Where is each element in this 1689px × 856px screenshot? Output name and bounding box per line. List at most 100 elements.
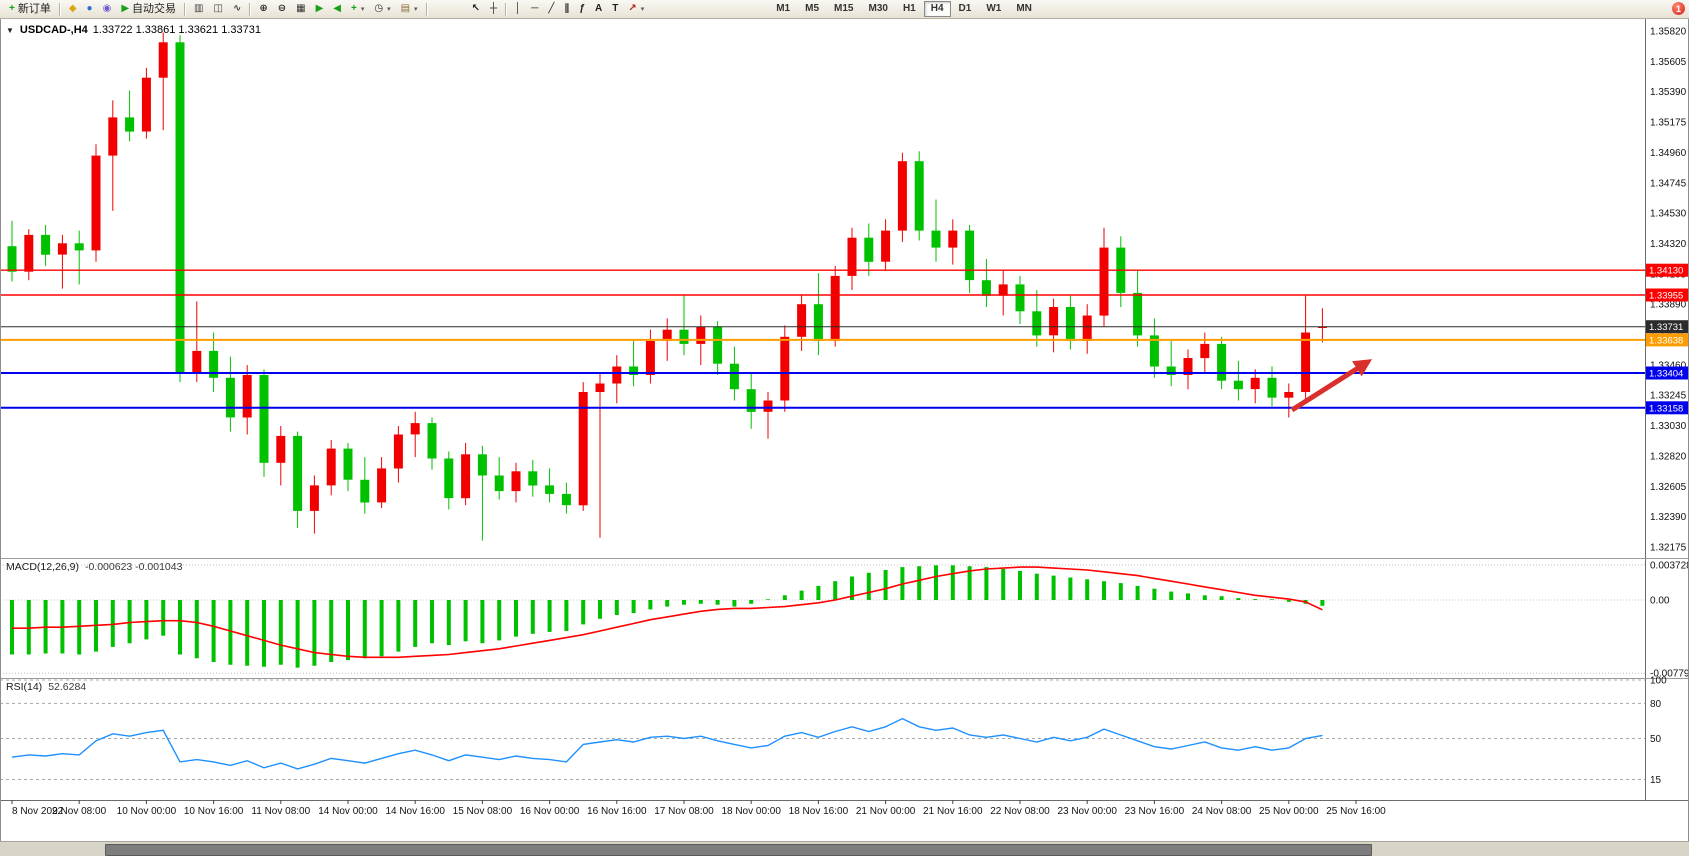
svg-text:15 Nov 08:00: 15 Nov 08:00 [453,806,513,817]
toolbar-separator [425,2,428,16]
market-watch-button[interactable]: ● [82,1,98,18]
channel-icon: ∥ [564,3,570,14]
timeframe-button-m5[interactable]: M5 [805,3,820,14]
price-tag [1646,288,1689,302]
fibonacci-button[interactable]: ƒ [574,1,590,18]
auto-scroll-button[interactable]: ▶ [311,1,329,18]
svg-text:14 Nov 16:00: 14 Nov 16:00 [385,806,445,817]
text-label-icon: T [612,3,619,14]
zoom-out-icon: ⊖ [277,3,287,14]
svg-text:16 Nov 16:00: 16 Nov 16:00 [587,806,647,817]
notification-badge[interactable]: 1 [1672,2,1685,15]
horizontal-price-lines[interactable] [1,269,1645,409]
timeframe-button-m15[interactable]: M15 [834,3,854,14]
svg-text:1.34960: 1.34960 [1650,148,1687,159]
macd-values: -0.000623 -0.001043 [84,561,183,573]
chart-canvas[interactable]: 1.35820 1.35605 1.35390 1.35175 1.34960 1.347… [0,18,1689,856]
rsi-panel: 100 80 50 15 [0,676,1667,786]
price-tag [1646,320,1689,334]
line-chart-button[interactable]: ∿ [228,1,246,18]
timeframe-button-mn[interactable]: MN [1016,3,1032,14]
arrows-tool-icon: ↗ [628,3,637,14]
periods-button[interactable]: ◷ ▾ [369,1,395,18]
vertical-line-button[interactable]: │ [510,1,526,18]
horizontal-line-icon: ─ [531,3,539,14]
toolbar: + 新订单 ◆ ● ◉ ▶ 自动交易 ▥ ◫ ∿ ⊕ ⊖ ▦ ▶ ◀ + ▾ ◷ ▾ ▤ ▾ ↖ ┼ │ ─ ╱ ∥ ƒ A T ↗ ▾ M1 M… [0,0,1689,19]
svg-text:100: 100 [1650,676,1667,687]
price-axis: 1.35820 1.35605 1.35390 1.35175 1.34960 1.347… [1645,18,1689,800]
text-button[interactable]: A [590,1,607,18]
vertical-line-icon: │ [515,3,522,14]
one-click-trading-icon[interactable]: ▼ [6,25,14,35]
svg-text:1.33731: 1.33731 [1649,322,1683,333]
arrows-button[interactable]: ↗ ▾ [623,1,649,18]
channel-button[interactable]: ∥ [559,1,574,18]
chart-background [0,18,1689,856]
timeframe-button-w1[interactable]: W1 [986,3,1002,14]
horizontal-line-button[interactable]: ─ [526,1,543,18]
timeframe-group: M1 M5 M15 M30 H1 H4 D1 W1 MN [769,1,1039,17]
svg-text:1.34320: 1.34320 [1650,239,1687,250]
svg-text:16 Nov 00:00: 16 Nov 00:00 [520,806,580,817]
templates-button[interactable]: ▤ ▾ [396,1,423,18]
svg-text:1.32605: 1.32605 [1650,482,1687,493]
svg-text:1.32820: 1.32820 [1650,451,1687,462]
auto-scroll-icon: ▶ [315,3,324,14]
periods-icon: ◷ [374,3,384,14]
scrollbar-thumb[interactable] [105,844,1372,856]
dropdown-arrow-icon: ▾ [360,6,365,13]
text-label-button[interactable]: T [607,1,623,18]
svg-text:1.35605: 1.35605 [1650,57,1687,68]
svg-text:18 Nov 16:00: 18 Nov 16:00 [789,806,849,817]
svg-text:1.34530: 1.34530 [1650,209,1687,220]
svg-text:80: 80 [1650,699,1662,710]
chart-shift-icon: ◀ [333,3,341,14]
tile-windows-button[interactable]: ▦ [291,1,310,18]
market-watch-icon: ● [86,3,93,14]
zoom-in-button[interactable]: ⊕ [254,1,272,18]
chart-shift-button[interactable]: ◀ [328,1,346,18]
svg-text:21 Nov 00:00: 21 Nov 00:00 [856,806,916,817]
trend-arrow[interactable] [1290,359,1373,413]
add-indicator-button[interactable]: + ▾ [346,1,369,18]
bar-chart-button[interactable]: ▥ [189,1,208,18]
candlestick-chart-button[interactable]: ◫ [208,1,227,18]
timeframe-button-d1[interactable]: D1 [958,3,972,14]
svg-text:23 Nov 16:00: 23 Nov 16:00 [1125,806,1185,817]
cursor-button[interactable]: ↖ [467,1,485,18]
price-tag [1646,333,1689,347]
price-tag [1646,263,1689,277]
svg-text:8 Nov 2022: 8 Nov 2022 [12,806,64,817]
svg-text:25 Nov 16:00: 25 Nov 16:00 [1326,806,1386,817]
auto-trading-button[interactable]: ▶ 自动交易 [116,1,181,18]
timeframe-button-h4[interactable]: H4 [923,1,951,17]
new-order-button[interactable]: + 新订单 [4,1,56,18]
templates-icon: ▤ [400,3,411,14]
zoom-in-icon: ⊕ [259,3,268,14]
timeframe-button-m1[interactable]: M1 [776,3,791,14]
macd-indicator-label: MACD(12,26,9) -0.000623 -0.001043 [6,561,182,573]
bar-chart-icon: ▥ [194,3,204,14]
tile-windows-icon: ▦ [296,3,306,14]
auto-trading-button-label: 自动交易 [132,2,177,15]
svg-text:24 Nov 08:00: 24 Nov 08:00 [1192,806,1252,817]
rsi-indicator-label: RSI(14) 52.6284 [6,681,86,693]
charts-icon: ◆ [68,3,77,14]
svg-text:14 Nov 00:00: 14 Nov 00:00 [318,806,378,817]
timeframe-button-m30[interactable]: M30 [868,3,888,14]
timeframe-button-h1[interactable]: H1 [902,3,916,14]
rsi-value: 52.6284 [48,681,87,693]
navigator-button[interactable]: ◉ [98,1,117,18]
trendline-button[interactable]: ╱ [543,1,559,18]
charts-button[interactable]: ◆ [64,1,82,18]
svg-text:1.35820: 1.35820 [1650,27,1687,38]
svg-text:10 Nov 00:00: 10 Nov 00:00 [117,806,177,817]
zoom-out-button[interactable]: ⊖ [273,1,291,18]
horizontal-scrollbar[interactable] [0,841,1689,856]
dropdown-arrow-icon: ▾ [387,6,391,13]
rsi-name: RSI(14) [6,681,43,693]
crosshair-button[interactable]: ┼ [485,1,502,18]
toolbar-separator [58,2,61,16]
navigator-icon: ◉ [102,3,112,14]
